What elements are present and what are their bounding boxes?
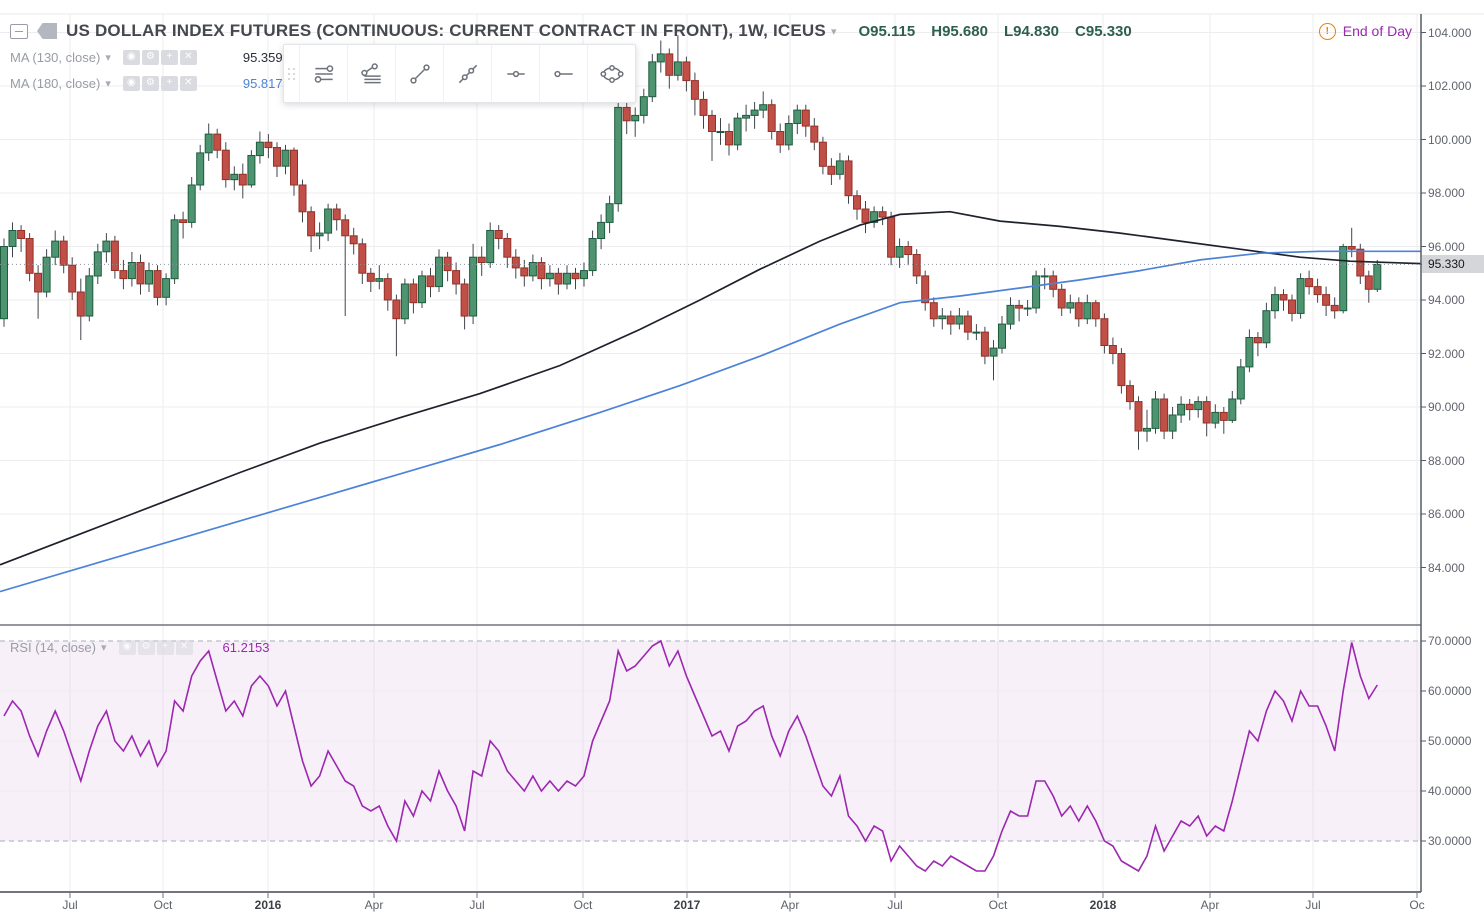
horizontal-line-icon — [506, 70, 525, 77]
close-value: C95.330 — [1075, 22, 1132, 40]
time-axis-label: Jul — [62, 898, 78, 912]
time-axis-label: Jul — [887, 898, 903, 912]
ma180-value: 95.817 — [242, 75, 283, 91]
trend-line-icon — [409, 63, 430, 84]
gear-icon[interactable]: ⚙ — [141, 49, 159, 65]
price-tick-label: 86.000 — [1428, 507, 1465, 521]
chevron-down-icon[interactable]: ▾ — [830, 25, 837, 38]
tool-trend-based-fib-button[interactable] — [347, 45, 395, 102]
price-tick-label: 96.000 — [1428, 239, 1465, 254]
price-tick-label: 90.000 — [1428, 400, 1465, 414]
chevron-down-icon[interactable]: ▾ — [105, 77, 111, 90]
rsi-tick-label: 50.0000 — [1428, 734, 1472, 748]
chevron-down-icon[interactable]: ▾ — [100, 641, 107, 654]
chart-header: US DOLLAR INDEX FUTURES (CONTINUOUS: CUR… — [10, 18, 1412, 44]
time-axis-label: 2017 — [673, 898, 701, 912]
rsi-controls: ◉ ⚙ + ✕ — [118, 639, 193, 655]
time-axis-label: Apr — [780, 898, 800, 912]
rsi-tick-label: 40.0000 — [1428, 784, 1472, 798]
close-icon[interactable]: ✕ — [179, 75, 197, 91]
tool-fib-retracement-button[interactable] — [299, 45, 347, 102]
eye-icon[interactable]: ◉ — [122, 75, 140, 91]
extended-line-icon — [458, 64, 477, 83]
ellipse-icon — [599, 64, 624, 83]
indicator-row-ma130: MA (130, close) ▾ ◉ ⚙ + ✕ 95.359 — [10, 48, 283, 66]
horizontal-ray-icon — [553, 70, 573, 77]
symbol-title[interactable]: US DOLLAR INDEX FUTURES (CONTINUOUS: CUR… — [66, 21, 826, 40]
time-axis-label: Oct — [988, 898, 1008, 912]
close-icon[interactable]: ✕ — [175, 639, 193, 655]
time-axis-label: 2018 — [1089, 898, 1117, 912]
rsi-label[interactable]: RSI (14, close) — [10, 639, 96, 655]
plus-icon[interactable]: + — [160, 49, 178, 65]
ma180-label[interactable]: MA (180, close) — [10, 75, 101, 91]
low-value: L94.830 — [1003, 22, 1060, 40]
time-axis-label: Oct — [573, 898, 593, 912]
time-axis-label: Apr — [364, 898, 384, 912]
last-price-label: 95.330 — [1422, 255, 1484, 274]
plus-icon[interactable]: + — [160, 75, 178, 91]
end-of-day-label: End of Day — [1342, 23, 1412, 39]
tool-ellipse-button[interactable] — [587, 45, 635, 102]
gear-icon[interactable]: ⚙ — [141, 75, 159, 91]
ma180-controls: ◉ ⚙ + ✕ — [122, 75, 197, 91]
eye-icon[interactable]: ◉ — [118, 639, 136, 655]
rsi-value: 61.2153 — [222, 639, 270, 655]
tool-extended-line-button[interactable] — [443, 45, 491, 102]
ma130-value: 95.359 — [242, 49, 283, 65]
indicator-row-ma180: MA (180, close) ▾ ◉ ⚙ + ✕ 95.817 — [10, 74, 283, 92]
tool-trend-line-button[interactable] — [395, 45, 443, 102]
warning-circle-icon[interactable]: ! — [1318, 22, 1336, 40]
high-value: H95.680 — [931, 22, 988, 40]
price-tick-label: 92.000 — [1428, 346, 1465, 361]
time-axis-label: 2016 — [254, 898, 282, 912]
ma130-controls: ◉ ⚙ + ✕ — [122, 49, 197, 65]
drawing-toolbar — [283, 44, 636, 103]
rsi-tick-label: 70.0000 — [1428, 634, 1472, 648]
gear-icon[interactable]: ⚙ — [137, 639, 155, 655]
plus-icon[interactable]: + — [156, 639, 174, 655]
price-tick-label: 100.000 — [1428, 132, 1472, 147]
open-value: O95.115 — [858, 22, 916, 40]
fib-retracement-icon — [314, 64, 333, 83]
price-tick-label: 104.000 — [1428, 25, 1472, 40]
trend-based-fib-icon — [360, 62, 381, 83]
price-tick-label: 84.000 — [1428, 560, 1465, 575]
ohlc-values: O95.115 H95.680 L94.830 C95.330 — [858, 23, 1131, 40]
price-tick-label: 102.000 — [1428, 79, 1472, 93]
eye-icon[interactable]: ◉ — [122, 49, 140, 65]
indicator-row-rsi: RSI (14, close) ▾ ◉ ⚙ + ✕ 61.2153 — [10, 638, 270, 656]
price-tick-label: 98.000 — [1428, 186, 1465, 200]
time-axis-label: Oct — [153, 898, 173, 912]
price-tick-label: 94.000 — [1428, 293, 1465, 307]
toolbar-drag-handle[interactable] — [284, 45, 299, 102]
price-tick-label: 88.000 — [1428, 453, 1465, 468]
chevron-down-icon[interactable]: ▾ — [105, 51, 111, 64]
tool-horizontal-line-button[interactable] — [491, 45, 539, 102]
data-status: ! End of Day — [1318, 22, 1412, 40]
time-axis-label: Oc — [1409, 898, 1425, 912]
rsi-tick-label: 30.0000 — [1428, 834, 1472, 848]
time-axis-label: Jul — [469, 898, 485, 912]
exchange-logo-icon — [37, 23, 57, 39]
collapse-icon[interactable] — [10, 23, 28, 39]
ma130-label[interactable]: MA (130, close) — [10, 49, 101, 65]
time-axis-label: Jul — [1305, 898, 1321, 912]
rsi-tick-label: 60.0000 — [1428, 684, 1472, 698]
time-axis-label: Apr — [1200, 898, 1220, 912]
tool-horizontal-ray-button[interactable] — [539, 45, 587, 102]
close-icon[interactable]: ✕ — [179, 49, 197, 65]
